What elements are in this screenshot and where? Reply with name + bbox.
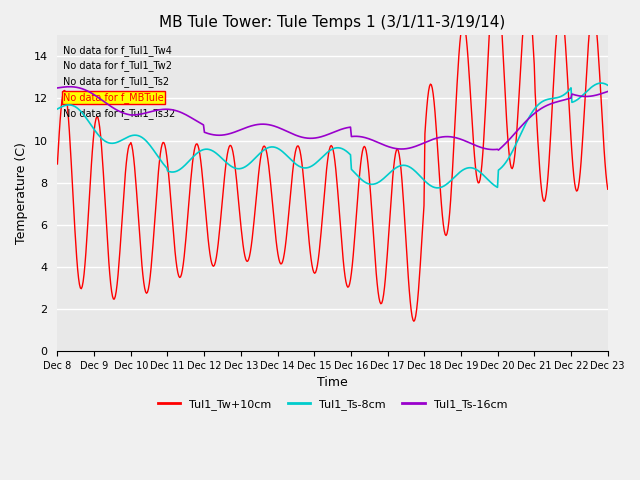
Legend: Tul1_Tw+10cm, Tul1_Ts-8cm, Tul1_Ts-16cm: Tul1_Tw+10cm, Tul1_Ts-8cm, Tul1_Ts-16cm xyxy=(154,395,511,415)
Text: No data for f_Tul1_Ts32: No data for f_Tul1_Ts32 xyxy=(63,108,175,119)
Y-axis label: Temperature (C): Temperature (C) xyxy=(15,142,28,244)
X-axis label: Time: Time xyxy=(317,376,348,389)
Text: No data for f_Tul1_Tw4: No data for f_Tul1_Tw4 xyxy=(63,45,172,56)
Title: MB Tule Tower: Tule Temps 1 (3/1/11-3/19/14): MB Tule Tower: Tule Temps 1 (3/1/11-3/19… xyxy=(159,15,506,30)
Text: No data for f_MBTule: No data for f_MBTule xyxy=(63,92,164,103)
Text: No data for f_Tul1_Tw2: No data for f_Tul1_Tw2 xyxy=(63,60,172,72)
Text: No data for f_Tul1_Ts2: No data for f_Tul1_Ts2 xyxy=(63,76,169,87)
